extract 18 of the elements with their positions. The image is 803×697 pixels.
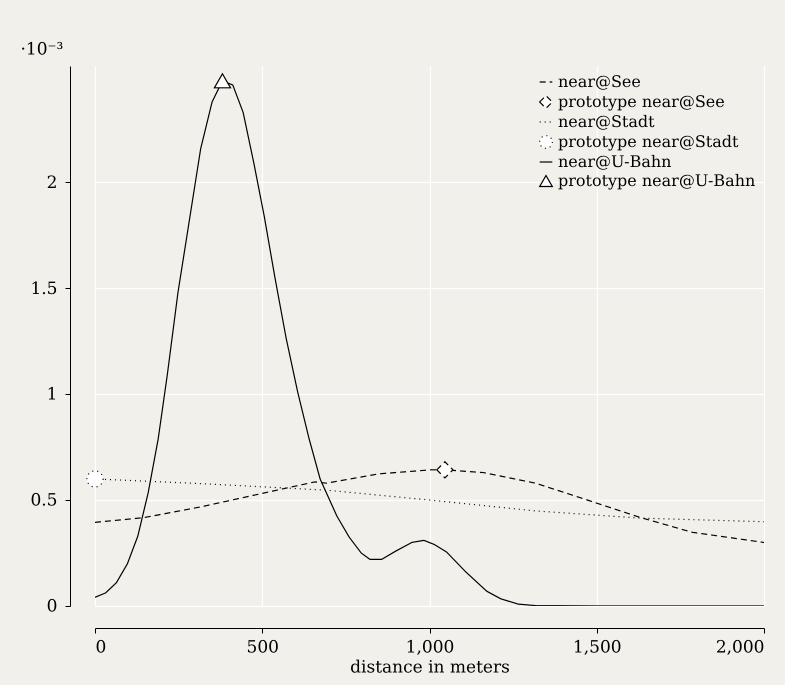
legend-label: prototype near@See	[558, 92, 725, 111]
y-tick-label: 1.5	[30, 278, 58, 299]
x-tick-label: 0	[96, 638, 106, 658]
legend-label: prototype near@Stadt	[558, 132, 739, 151]
y-tick-label: 1	[46, 384, 58, 405]
x-tick-label: 1,500	[572, 638, 622, 658]
x-tick-label: 2,000	[716, 638, 764, 658]
x-tick-label: 500	[246, 638, 279, 658]
legend-label: near@See	[558, 72, 641, 91]
legend-label: near@Stadt	[558, 112, 656, 131]
x-axis-title: distance in meters	[350, 658, 510, 678]
y-tick-label: 0	[46, 596, 58, 616]
y-axis-title: ·10⁻³	[20, 40, 64, 60]
legend-label: prototype near@U-Bahn	[558, 171, 756, 190]
y-tick-label: 2	[46, 172, 58, 193]
x-tick-label: 1,000	[406, 638, 454, 658]
y-tick-label: 0.5	[30, 490, 58, 511]
legend-label: near@U-Bahn	[558, 152, 672, 171]
